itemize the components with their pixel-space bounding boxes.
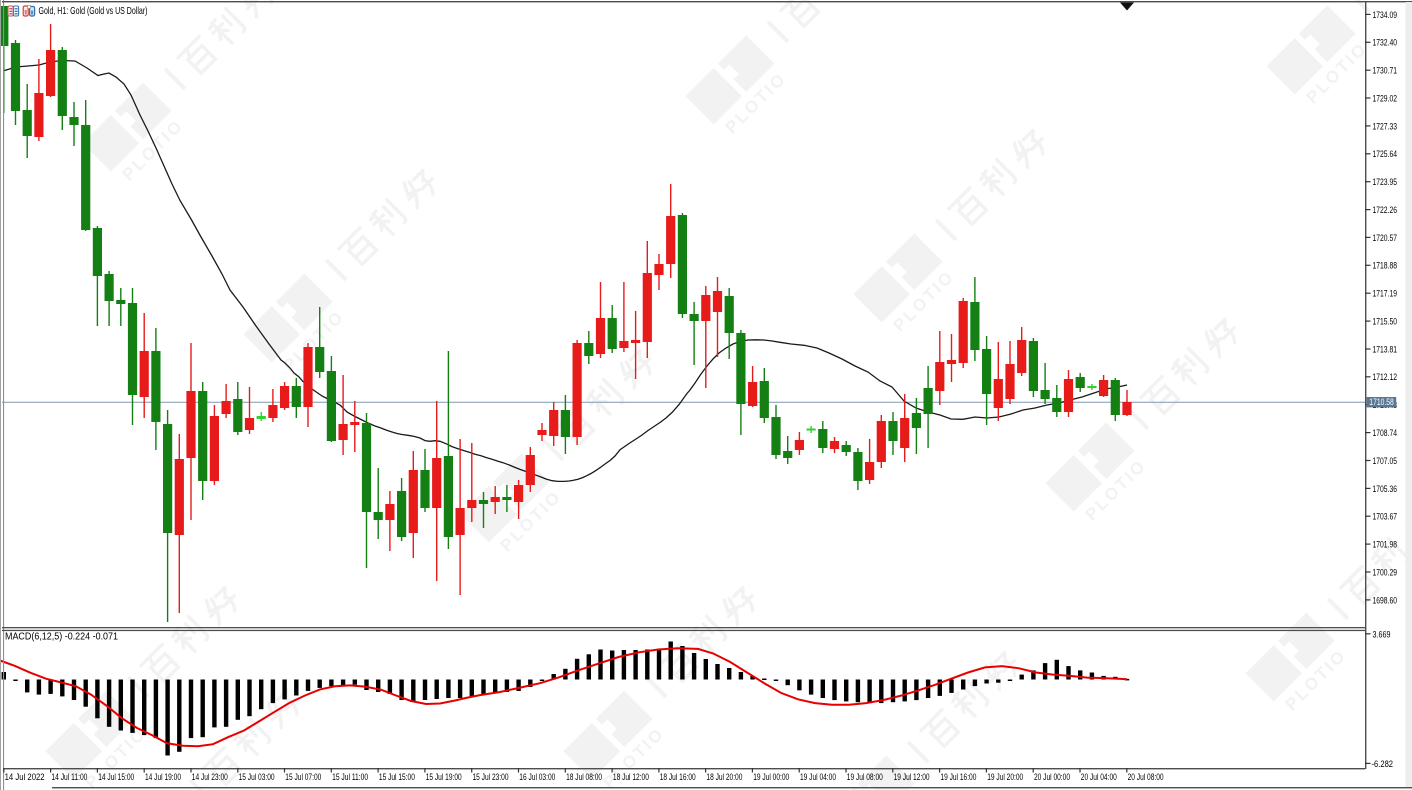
svg-text:1701.98: 1701.98 <box>1373 540 1398 551</box>
svg-text:18 Jul 20:00: 18 Jul 20:00 <box>706 772 742 783</box>
svg-text:19 Jul 20:00: 19 Jul 20:00 <box>987 772 1023 783</box>
svg-text:1727.33: 1727.33 <box>1373 121 1398 132</box>
svg-text:1710.58: 1710.58 <box>1369 396 1394 407</box>
svg-text:15 Jul 07:00: 15 Jul 07:00 <box>285 772 321 783</box>
svg-text:19 Jul 00:00: 19 Jul 00:00 <box>753 772 789 783</box>
svg-text:20 Jul 00:00: 20 Jul 00:00 <box>1034 772 1070 783</box>
svg-text:1712.12: 1712.12 <box>1373 372 1398 383</box>
svg-text:1722.26: 1722.26 <box>1373 205 1398 216</box>
svg-text:20 Jul 04:00: 20 Jul 04:00 <box>1081 772 1117 783</box>
svg-text:1715.50: 1715.50 <box>1373 317 1398 328</box>
svg-text:1729.02: 1729.02 <box>1373 93 1398 104</box>
svg-text:20 Jul 08:00: 20 Jul 08:00 <box>1128 772 1164 783</box>
svg-text:19 Jul 16:00: 19 Jul 16:00 <box>940 772 976 783</box>
svg-text:15 Jul 11:00: 15 Jul 11:00 <box>332 772 368 783</box>
svg-text:18 Jul 16:00: 18 Jul 16:00 <box>660 772 696 783</box>
svg-text:1717.19: 1717.19 <box>1373 289 1398 300</box>
svg-text:1720.57: 1720.57 <box>1373 233 1398 244</box>
svg-text:14 Jul 11:00: 14 Jul 11:00 <box>51 772 87 783</box>
svg-text:1730.71: 1730.71 <box>1373 66 1398 77</box>
svg-text:15 Jul 19:00: 15 Jul 19:00 <box>426 772 462 783</box>
svg-text:14 Jul 19:00: 14 Jul 19:00 <box>145 772 181 783</box>
svg-text:18 Jul 08:00: 18 Jul 08:00 <box>566 772 602 783</box>
svg-text:MACD(6,12,5) -0.224 -0.071: MACD(6,12,5) -0.224 -0.071 <box>5 632 118 643</box>
svg-text:3.669: 3.669 <box>1373 629 1391 640</box>
svg-text:14 Jul 23:00: 14 Jul 23:00 <box>192 772 228 783</box>
svg-text:14 Jul 2022: 14 Jul 2022 <box>5 772 45 783</box>
svg-text:1708.74: 1708.74 <box>1373 428 1398 439</box>
svg-text:1725.64: 1725.64 <box>1373 149 1398 160</box>
svg-text:Gold, H1: Gold (Gold vs US Do: Gold, H1: Gold (Gold vs US Dollar) <box>39 5 148 17</box>
svg-text:1707.05: 1707.05 <box>1373 456 1398 467</box>
svg-text:1713.81: 1713.81 <box>1373 344 1398 355</box>
svg-text:1705.36: 1705.36 <box>1373 484 1398 495</box>
svg-text:16 Jul 03:00: 16 Jul 03:00 <box>519 772 555 783</box>
svg-text:19 Jul 08:00: 19 Jul 08:00 <box>847 772 883 783</box>
svg-text:18 Jul 12:00: 18 Jul 12:00 <box>613 772 649 783</box>
svg-text:1734.09: 1734.09 <box>1373 10 1398 21</box>
svg-text:1700.29: 1700.29 <box>1373 567 1398 578</box>
svg-text:1698.60: 1698.60 <box>1373 595 1398 606</box>
svg-text:19 Jul 04:00: 19 Jul 04:00 <box>800 772 836 783</box>
svg-text:1723.95: 1723.95 <box>1373 177 1398 188</box>
svg-text:15 Jul 03:00: 15 Jul 03:00 <box>239 772 275 783</box>
svg-text:14 Jul 15:00: 14 Jul 15:00 <box>98 772 134 783</box>
svg-text:1718.88: 1718.88 <box>1373 261 1398 272</box>
svg-text:15 Jul 15:00: 15 Jul 15:00 <box>379 772 415 783</box>
svg-text:19 Jul 12:00: 19 Jul 12:00 <box>894 772 930 783</box>
svg-text:15 Jul 23:00: 15 Jul 23:00 <box>473 772 509 783</box>
svg-text:1732.40: 1732.40 <box>1373 38 1398 49</box>
svg-text:1703.67: 1703.67 <box>1373 512 1398 523</box>
svg-text:-6.282: -6.282 <box>1372 759 1394 770</box>
